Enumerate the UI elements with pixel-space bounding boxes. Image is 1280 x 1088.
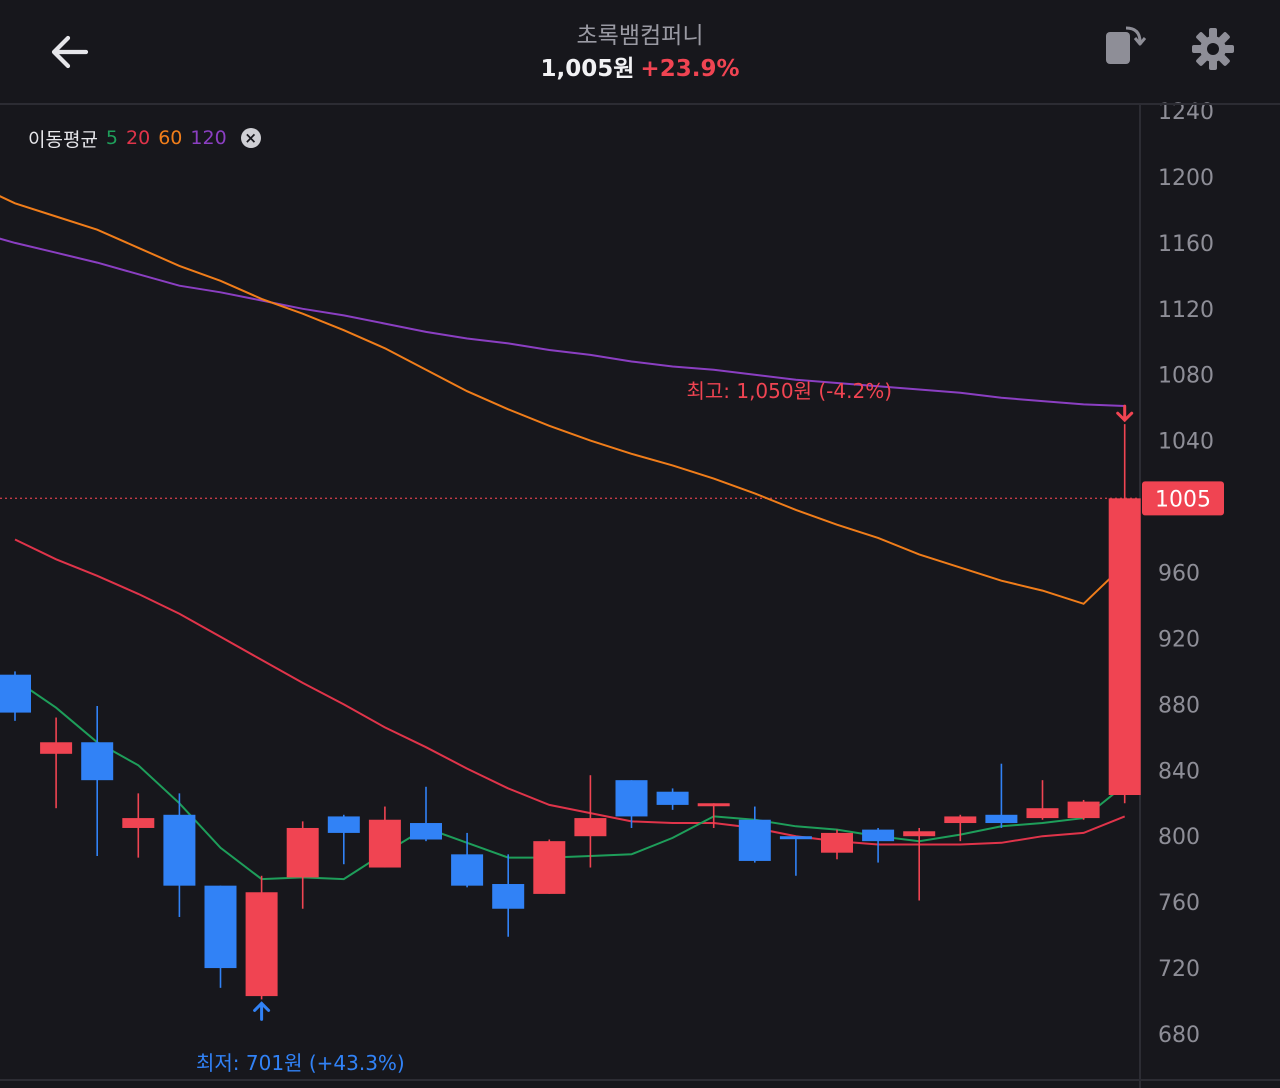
ma-period-20: 20 <box>126 127 151 149</box>
y-tick-label: 800 <box>1158 825 1200 850</box>
candle-body <box>944 816 977 824</box>
candle-body <box>40 742 73 754</box>
candle-body <box>697 803 730 807</box>
y-tick-label: 1160 <box>1158 232 1214 257</box>
candle <box>451 832 484 888</box>
candle <box>615 780 648 828</box>
y-tick-label: 1120 <box>1158 298 1214 323</box>
candle <box>903 827 936 901</box>
ma-period-5: 5 <box>105 127 119 149</box>
header-bar: 초록뱀컴퍼니 1,005원 +23.9% <box>0 0 1280 105</box>
candle <box>122 793 155 858</box>
y-tick-label: 1040 <box>1158 430 1214 455</box>
candle <box>944 814 977 842</box>
candle-body <box>81 742 114 781</box>
candle-body <box>204 885 237 969</box>
candle <box>410 786 442 842</box>
candle-body <box>1067 801 1100 819</box>
candle-body <box>821 832 853 853</box>
y-tick-label: 920 <box>1158 627 1200 652</box>
candle-body <box>451 854 484 886</box>
candle-body <box>286 827 319 878</box>
candle-body <box>327 816 360 833</box>
candle-body <box>1026 808 1059 819</box>
gear-icon <box>1192 28 1234 70</box>
high-price-label: 최고: 1,050원 (-4.2%) <box>686 379 892 403</box>
rotate-screen-button[interactable] <box>1100 22 1150 72</box>
candle-body <box>985 814 1018 824</box>
candle <box>0 671 31 721</box>
candle-body <box>0 674 31 713</box>
candle-body <box>738 819 771 861</box>
ma-20-line <box>14 538 1126 846</box>
candle-body <box>903 831 936 837</box>
arrow-left-icon <box>51 35 89 69</box>
candle <box>492 854 525 937</box>
candle <box>368 806 401 868</box>
y-tick-label: 880 <box>1158 693 1200 718</box>
price-change: +23.9% <box>640 56 740 82</box>
candle-body <box>615 780 648 817</box>
candle-body <box>533 841 566 894</box>
candle <box>204 885 237 988</box>
close-icon[interactable]: × <box>240 128 261 148</box>
candle <box>1067 799 1100 820</box>
ma-period-120: 120 <box>190 127 227 149</box>
stock-name: 초록뱀컴퍼니 <box>576 23 704 49</box>
candle-body <box>368 819 401 868</box>
candle-body <box>574 818 607 837</box>
price-line: 1,005원 +23.9% <box>0 52 1280 86</box>
candle <box>245 875 278 1000</box>
candle-body <box>779 836 812 840</box>
ma-5-line <box>14 678 1126 881</box>
candle <box>738 806 771 863</box>
candle-body <box>163 814 196 886</box>
low-price-label: 최저: 701원 (+43.3%) <box>196 1051 405 1075</box>
rotate-screen-icon <box>1106 26 1147 64</box>
y-tick-label: 1080 <box>1158 364 1214 389</box>
current-price-tag <box>1142 481 1224 516</box>
ma-60-line <box>0 195 1126 605</box>
ma-period-60: 60 <box>158 127 183 149</box>
candle <box>821 829 853 860</box>
high-arrow-icon <box>1116 404 1134 423</box>
candle-body <box>1108 498 1141 796</box>
title-area: 초록뱀컴퍼니 1,005원 +23.9% <box>0 20 1280 86</box>
candle-body <box>122 818 155 828</box>
current-price: 1,005원 <box>540 56 635 82</box>
candle <box>697 803 730 828</box>
ma-label: 이동평균 <box>28 128 98 151</box>
ma-120-line <box>0 237 1125 407</box>
candle <box>862 827 895 863</box>
candle <box>286 821 319 909</box>
candle <box>1108 424 1141 804</box>
candle-body <box>862 829 895 842</box>
candle <box>574 775 607 868</box>
current-price-tag-label: 1005 <box>1155 487 1211 512</box>
candle <box>1026 780 1059 820</box>
candle <box>81 706 114 856</box>
candle <box>656 788 689 810</box>
candle-body <box>656 791 689 805</box>
back-button[interactable] <box>40 24 96 80</box>
y-tick-label: 840 <box>1158 759 1200 784</box>
candle-body <box>410 823 442 840</box>
candle <box>985 763 1018 828</box>
low-arrow-icon <box>253 1001 271 1021</box>
y-tick-label: 720 <box>1158 957 1200 982</box>
y-tick-label: 960 <box>1158 562 1200 587</box>
y-tick-label: 760 <box>1158 891 1200 916</box>
candle-body <box>245 892 278 997</box>
candle <box>533 839 566 894</box>
candle <box>40 717 73 809</box>
y-tick-label: 680 <box>1158 1023 1200 1048</box>
moving-average-legend[interactable]: 이동평균 5 20 60 120 × <box>28 124 261 152</box>
candle-body <box>492 884 525 909</box>
candle <box>779 836 812 876</box>
candle <box>163 793 196 917</box>
settings-button[interactable] <box>1188 24 1238 74</box>
candle <box>327 814 360 865</box>
y-tick-label: 1200 <box>1158 166 1214 191</box>
